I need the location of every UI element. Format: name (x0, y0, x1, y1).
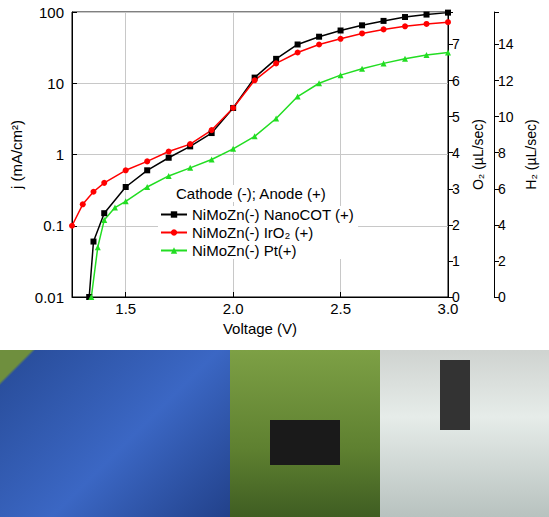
svg-text:100: 100 (39, 4, 64, 21)
svg-text:2: 2 (452, 217, 460, 233)
svg-text:1: 1 (452, 253, 460, 269)
svg-text:10: 10 (498, 109, 514, 125)
svg-text:0.01: 0.01 (35, 289, 64, 306)
svg-text:12: 12 (498, 73, 514, 89)
svg-text:6: 6 (498, 181, 506, 197)
svg-text:10: 10 (47, 75, 64, 92)
svg-text:4: 4 (498, 217, 506, 233)
svg-text:14: 14 (498, 36, 514, 52)
svg-text:2.0: 2.0 (223, 300, 244, 317)
svg-text:0: 0 (452, 289, 460, 305)
svg-text:j (mA/cm²): j (mA/cm²) (8, 120, 25, 190)
svg-text:1.5: 1.5 (115, 300, 136, 317)
svg-text:8: 8 (498, 145, 506, 161)
svg-text:3.0: 3.0 (438, 300, 459, 317)
svg-text:NiMoZn(-) NanoCOT (+): NiMoZn(-) NanoCOT (+) (192, 206, 354, 223)
svg-text:H₂ (µL/sec): H₂ (µL/sec) (523, 119, 539, 189)
svg-text:5: 5 (452, 109, 460, 125)
svg-text:Cathode (-); Anode (+): Cathode (-); Anode (+) (176, 185, 326, 202)
svg-text:NiMoZn(-) IrO₂ (+): NiMoZn(-) IrO₂ (+) (192, 224, 313, 241)
svg-text:2: 2 (498, 253, 506, 269)
svg-text:6: 6 (452, 73, 460, 89)
svg-text:2.5: 2.5 (330, 300, 351, 317)
svg-text:3: 3 (452, 181, 460, 197)
svg-text:Voltage (V): Voltage (V) (223, 320, 297, 337)
svg-text:4: 4 (452, 145, 460, 161)
svg-text:0: 0 (498, 289, 506, 305)
svg-text:NiMoZn(-) Pt(+): NiMoZn(-) Pt(+) (192, 242, 297, 259)
svg-text:0.1: 0.1 (43, 217, 64, 234)
svg-text:7: 7 (452, 36, 460, 52)
svg-text:O₂ (µL/sec): O₂ (µL/sec) (470, 119, 486, 190)
svg-text:1: 1 (56, 146, 64, 163)
